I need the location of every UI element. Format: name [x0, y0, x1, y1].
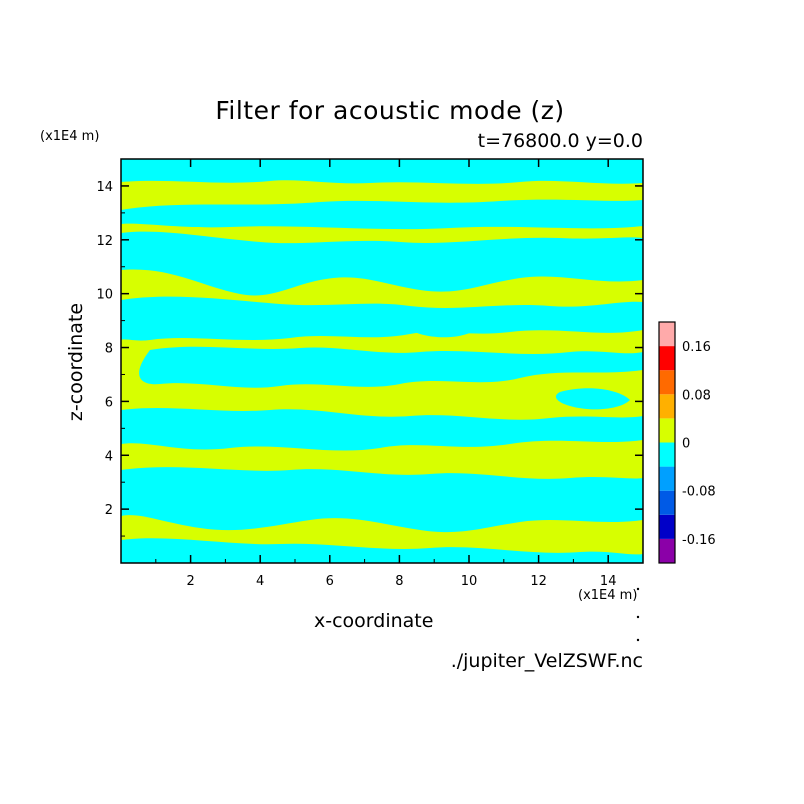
negative-region — [555, 388, 630, 410]
negative-region — [406, 314, 480, 338]
negative-region — [121, 199, 643, 230]
colorbar-segment — [659, 490, 675, 515]
negative-region — [121, 467, 643, 533]
negative-region — [121, 231, 643, 296]
negative-region — [315, 476, 390, 500]
y-tick-label: 2 — [105, 503, 113, 518]
x-tick-label: 8 — [395, 574, 403, 589]
y-axis-unit: (x1E4 m) — [40, 129, 100, 144]
x-tick-label: 14 — [600, 574, 617, 589]
y-tick-label: 6 — [105, 395, 113, 410]
x-tick-label: 2 — [186, 574, 194, 589]
x-tick-label: 10 — [461, 574, 478, 589]
negative-region — [121, 538, 643, 563]
colorbar-frame — [658, 321, 676, 564]
x-axis-label: x-coordinate — [314, 610, 434, 632]
colorbar-segment — [659, 442, 675, 467]
colorbar-label: -0.08 — [682, 485, 716, 500]
colorbar-label: 0 — [682, 437, 690, 452]
plot-frame — [120, 158, 644, 564]
colorbar-segment — [659, 322, 675, 347]
x-axis-unit: (x1E4 m) — [578, 588, 638, 603]
contour-regions — [121, 159, 643, 563]
colorbar-label: 0.08 — [682, 388, 711, 403]
colorbar-label: -0.16 — [682, 533, 716, 548]
axis-markers — [636, 587, 640, 642]
colorbar-segment — [659, 394, 675, 419]
y-tick-label: 8 — [105, 342, 113, 357]
colorbar-segment — [659, 418, 675, 443]
x-tick-label: 4 — [256, 574, 264, 589]
colorbar-label: 0.16 — [682, 340, 711, 355]
colorbar-segment — [659, 346, 675, 371]
colorbar-segment — [659, 370, 675, 395]
colorbar-segment — [659, 538, 675, 563]
x-tick-label: 12 — [530, 574, 547, 589]
y-tick-label: 14 — [96, 180, 113, 195]
x-tick-label: 6 — [326, 574, 334, 589]
colorbar-segment — [659, 514, 675, 539]
negative-region — [121, 159, 643, 184]
negative-region — [121, 296, 643, 341]
y-tick-label: 4 — [105, 449, 113, 464]
negative-region — [199, 250, 292, 279]
y-tick-label: 10 — [96, 288, 113, 303]
negative-region — [121, 408, 643, 451]
colorbar-segment — [659, 466, 675, 491]
chart-subtitle: t=76800.0 y=0.0 — [477, 130, 643, 152]
negative-region — [139, 346, 643, 388]
colorbar: 0.16 0.08 0 -0.08 -0.16 — [658, 321, 716, 564]
y-tick-label: 12 — [96, 234, 113, 249]
chart-title: Filter for acoustic mode (z) — [215, 96, 565, 125]
source-filename: ./jupiter_VelZSWF.nc — [450, 650, 643, 672]
